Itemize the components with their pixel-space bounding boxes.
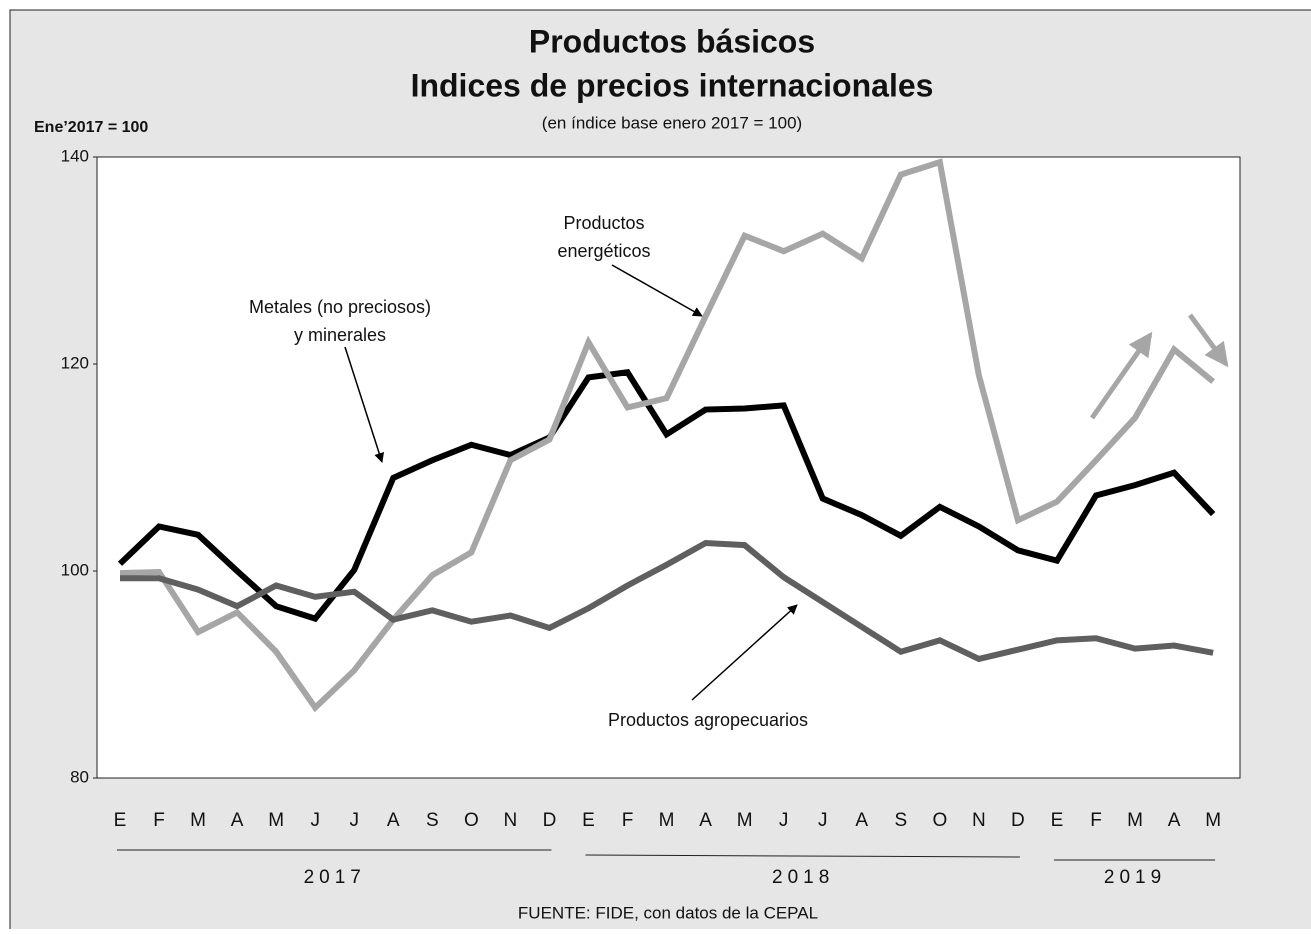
series-line (117, 369, 1216, 623)
y-tick-label: 140 (61, 146, 89, 165)
x-tick-label: M (190, 810, 206, 831)
x-tick-label: N (972, 810, 986, 831)
source: FUENTE: FIDE, con datos de la CEPAL (518, 903, 818, 922)
series-label: Productos (563, 213, 644, 233)
annotation-arrow (611, 264, 703, 317)
x-tick-label: J (779, 810, 789, 831)
x-tick-label: A (699, 810, 712, 831)
year-label: 2018 (772, 867, 834, 888)
y-tick-label: 100 (61, 560, 89, 579)
x-tick-label: A (231, 810, 244, 831)
x-tick-label: O (932, 810, 947, 831)
trend-arrow (1089, 331, 1153, 420)
series-line (119, 158, 1216, 713)
x-tick-label: M (659, 810, 675, 831)
x-tick-label: S (426, 810, 439, 831)
x-tick-label: A (1168, 810, 1181, 831)
x-tick-label: E (114, 810, 127, 831)
series-label: Metales (no preciosos) (249, 297, 431, 317)
x-tick-label: M (1205, 810, 1221, 831)
chart-title: Productos básicos (529, 23, 815, 59)
subtitle: (en índice base enero 2017 = 100) (542, 113, 802, 132)
x-tick-label: M (1127, 810, 1143, 831)
trend-arrow (1187, 313, 1229, 368)
x-tick-label: A (387, 810, 400, 831)
series-label: energéticos (557, 241, 650, 261)
x-tick-label: J (349, 810, 359, 831)
x-tick-label: J (818, 810, 828, 831)
x-tick-label: J (310, 810, 320, 831)
x-tick-label: F (622, 810, 634, 831)
x-tick-label: F (1090, 810, 1102, 831)
plot-area (96, 156, 1241, 779)
y-tick-label: 80 (70, 767, 89, 786)
x-tick-label: M (268, 810, 284, 831)
x-tick-label: D (1011, 810, 1025, 831)
series-line (120, 540, 1214, 663)
annotation-arrow (344, 346, 385, 463)
year-label: 2017 (304, 867, 366, 888)
series-label: y minerales (294, 325, 386, 345)
chart-title: Indices de precios internacionales (411, 67, 934, 103)
x-tick-label: E (1051, 810, 1064, 831)
x-tick-label: M (737, 810, 753, 831)
year-bracket (585, 854, 1020, 858)
x-tick-label: N (504, 810, 518, 831)
x-tick-label: S (894, 810, 907, 831)
x-tick-label: E (582, 810, 595, 831)
x-tick-label: D (543, 810, 557, 831)
x-tick-label: O (464, 810, 479, 831)
year-label: 2019 (1104, 867, 1166, 888)
y-axis-label: Ene’2017 = 100 (34, 119, 148, 136)
x-tick-label: A (855, 810, 868, 831)
annotation-arrow (691, 604, 798, 701)
series-label: Productos agropecuarios (608, 710, 808, 730)
x-tick-label: F (153, 810, 165, 831)
y-tick-label: 120 (61, 353, 89, 372)
